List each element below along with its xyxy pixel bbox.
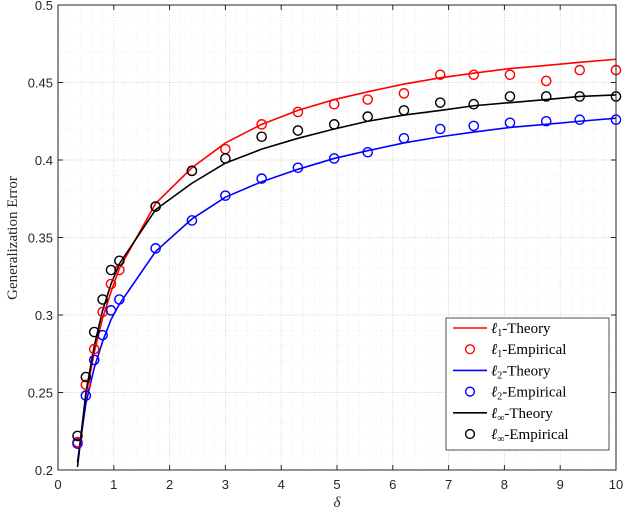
x-tick-label: 9 [557, 477, 564, 492]
y-axis-label: Generalization Error [5, 176, 21, 300]
empirical-marker [362, 111, 373, 122]
legend-item: ℓ∞-Empirical [464, 427, 569, 445]
empirical-marker [88, 326, 100, 338]
x-tick-label: 6 [389, 477, 396, 492]
empirical-marker [398, 132, 410, 144]
empirical-marker [292, 162, 304, 174]
legend-box [445, 317, 610, 451]
empirical-marker [362, 94, 373, 105]
legend-label: ℓ2-Theory [491, 363, 551, 381]
empirical-marker [150, 243, 161, 254]
empirical-marker [468, 98, 480, 110]
empirical-marker [540, 115, 552, 127]
y-tick-label: 0.2 [35, 463, 53, 478]
x-tick-label: 2 [166, 477, 173, 492]
empirical-marker [72, 430, 83, 442]
empirical-marker [186, 215, 198, 226]
empirical-marker [292, 106, 304, 118]
empirical-marker [574, 64, 586, 76]
empirical-marker [362, 146, 373, 158]
empirical-marker [504, 91, 516, 102]
empirical-marker [504, 69, 516, 81]
y-tick-labels: 0.2 0.25 0.3 0.35 0.4 0.45 0.5 [28, 0, 53, 478]
legend-marker-swatch [464, 428, 476, 440]
legend: ℓ1-Theory ℓ1-Empirical ℓ2-Theory ℓ2-Empiric… [445, 317, 610, 451]
empirical-marker [80, 390, 92, 401]
x-tick-label: 0 [54, 477, 61, 492]
empirical-marker [88, 354, 100, 366]
legend-item: ℓ1-Theory [453, 321, 551, 339]
theory-lines [76, 58, 617, 467]
axis-ticks [57, 4, 617, 471]
x-tick-label: 4 [278, 477, 285, 492]
empirical-marker [80, 371, 92, 383]
empirical-marker [114, 294, 125, 305]
y-tick-label: 0.4 [35, 153, 53, 168]
legend-marker-swatch [464, 386, 476, 397]
y-tick-label: 0.5 [35, 0, 53, 13]
empirical-marker [398, 88, 410, 99]
empirical-marker [220, 190, 231, 201]
empirical-marker [220, 153, 231, 164]
theory-line [76, 94, 617, 467]
empirical-marker [80, 379, 92, 391]
empirical-marker [88, 343, 100, 355]
empirical-marker [468, 120, 480, 132]
empirical-marker [186, 165, 198, 177]
x-tick-labels: 0 1 2 3 4 5 6 7 8 9 10 [54, 477, 623, 492]
empirical-marker [398, 105, 410, 116]
legend-label: ℓ1-Theory [491, 321, 551, 339]
empirical-marker [105, 264, 117, 276]
legend-label: ℓ1-Empirical [491, 342, 566, 360]
empirical-marker [328, 153, 340, 164]
theory-line [76, 58, 617, 463]
empirical-marker [292, 125, 304, 136]
empirical-marker [540, 75, 552, 87]
y-tick-label: 0.35 [28, 231, 53, 246]
empirical-marker [540, 91, 552, 102]
empirical-marker [468, 69, 480, 81]
x-tick-label: 10 [609, 477, 623, 492]
theory-line [76, 117, 617, 463]
x-tick-label: 8 [501, 477, 508, 492]
empirical-marker [256, 119, 267, 130]
empirical-marker [114, 255, 125, 267]
x-axis-label: δ [334, 495, 342, 511]
legend-item: ℓ1-Empirical [464, 342, 566, 360]
y-tick-label: 0.25 [28, 386, 53, 401]
legend-item: ℓ∞-Theory [453, 406, 553, 424]
legend-item: ℓ2-Theory [453, 363, 551, 381]
x-tick-label: 3 [222, 477, 229, 492]
empirical-marker [105, 278, 117, 290]
x-tick-label: 1 [110, 477, 117, 492]
y-tick-label: 0.45 [28, 76, 53, 91]
empirical-marker [574, 114, 586, 125]
legend-item: ℓ2-Empirical [464, 385, 566, 403]
empirical-marker [434, 97, 446, 108]
legend-label: ℓ2-Empirical [491, 385, 566, 403]
x-tick-label: 5 [333, 477, 340, 492]
legend-label: ℓ∞-Empirical [491, 427, 569, 445]
empirical-marker [434, 123, 446, 135]
empirical-marker [328, 98, 340, 110]
empirical-marker [256, 173, 267, 184]
empirical-marker [97, 294, 108, 305]
empirical-marker [328, 119, 340, 130]
y-tick-label: 0.3 [35, 308, 53, 323]
empirical-marker [150, 201, 161, 212]
empirical-marker [105, 305, 117, 316]
empirical-marker [256, 131, 267, 143]
empirical-marker [504, 117, 516, 129]
legend-label: ℓ∞-Theory [491, 406, 553, 424]
x-tick-label: 7 [445, 477, 452, 492]
empirical-marker [72, 438, 83, 449]
legend-marker-swatch [464, 344, 476, 355]
empirical-marker [574, 91, 586, 102]
empirical-marker [434, 69, 446, 81]
